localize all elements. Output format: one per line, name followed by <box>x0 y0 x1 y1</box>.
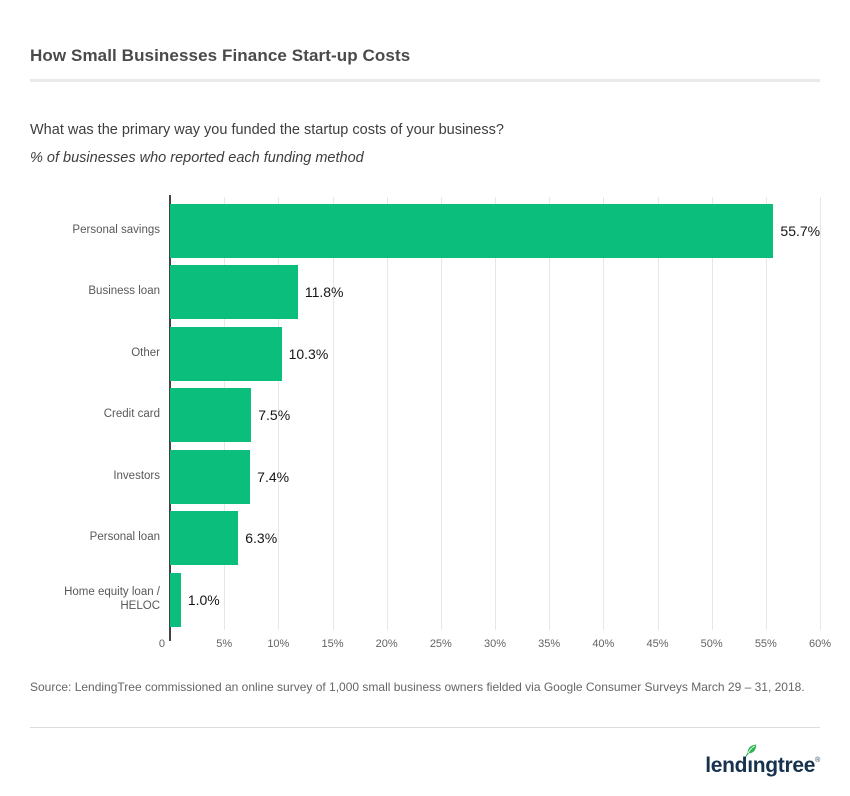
leaf-icon <box>745 744 757 757</box>
value-label: 55.7% <box>780 222 821 239</box>
bar-row: Personal loan 6.3% <box>30 508 820 570</box>
bar-chart: Personal savings 55.7% Business loan 11.… <box>30 195 831 654</box>
category-label: Home equity loan / HELOC <box>64 585 160 612</box>
bar <box>170 511 239 566</box>
bar-row: Business loan 11.8% <box>30 262 820 324</box>
page-title: How Small Businesses Finance Start-up Co… <box>30 46 411 65</box>
gridline <box>711 197 713 630</box>
lendingtree-logo: lend ıngtree® <box>705 743 820 778</box>
x-tick-label: 10% <box>267 638 290 650</box>
bar-row: Investors 7.4% <box>30 446 820 508</box>
bar-row: Home equity loan / HELOC 1.0% <box>30 569 820 631</box>
bar-row: Other 10.3% <box>30 323 820 385</box>
gridline <box>549 197 551 630</box>
bar-track: 1.0% <box>170 572 820 627</box>
value-label: 7.4% <box>257 468 290 485</box>
bar <box>170 326 282 381</box>
x-tick-label: 30% <box>483 638 507 650</box>
logo-letter-i: ı <box>745 744 757 778</box>
category-label: Credit card <box>103 408 160 421</box>
footer: lend ıngtree® <box>30 743 820 778</box>
value-label: 10.3% <box>288 345 329 362</box>
gridline <box>820 197 821 630</box>
bar-track: 7.4% <box>170 449 820 504</box>
x-tick-label: 25% <box>429 638 452 650</box>
bar-row: Personal savings 55.7% <box>30 200 820 262</box>
gridline <box>765 197 767 630</box>
bar <box>170 449 251 504</box>
x-tick-label: 55% <box>754 638 777 650</box>
logo-text-pre: lend <box>705 754 748 777</box>
bar <box>170 572 181 627</box>
gridlines <box>170 197 821 630</box>
gridline <box>440 197 442 630</box>
category-label: Business loan <box>88 285 160 298</box>
category-label: Personal savings <box>72 223 160 236</box>
bar-track: 55.7% <box>170 203 821 258</box>
bar <box>170 203 774 258</box>
x-tick-label: 40% <box>592 638 615 650</box>
x-tick-label: 0 <box>158 638 165 650</box>
logo-trademark: ® <box>815 757 820 764</box>
bar-track: 6.3% <box>170 511 820 566</box>
x-tick-label: 35% <box>538 638 561 650</box>
x-tick-label: 15% <box>321 638 344 650</box>
bar-track: 7.5% <box>170 388 820 443</box>
value-label: 1.0% <box>187 591 220 608</box>
bar-track: 11.8% <box>170 265 820 320</box>
chart-question: What was the primary way you funded the … <box>30 122 504 138</box>
value-label: 11.8% <box>304 284 344 301</box>
category-label: Investors <box>113 469 160 482</box>
value-label: 6.3% <box>245 530 278 547</box>
logo-text-post: ngtree <box>752 754 816 777</box>
gridline <box>495 197 496 630</box>
gridline <box>386 197 388 630</box>
x-tick-label: 60% <box>808 638 832 650</box>
bar <box>170 388 252 443</box>
category-label: Other <box>131 346 160 359</box>
chart-subtitle: % of businesses who reported each fundin… <box>30 150 364 166</box>
gridline <box>657 197 659 630</box>
bar-track: 10.3% <box>170 326 820 381</box>
bar <box>170 265 298 320</box>
source-note: Source: LendingTree commissioned an onli… <box>30 680 805 694</box>
title-divider <box>30 79 820 82</box>
gridline <box>332 197 334 630</box>
category-label: Personal loan <box>89 531 160 544</box>
bar-rows: Personal savings 55.7% Business loan 11.… <box>30 200 820 631</box>
value-label: 7.5% <box>258 407 291 424</box>
x-tick-label: 5% <box>216 638 233 650</box>
gridline <box>278 197 280 630</box>
x-axis-ticks: 0 5% 10% 15% 20% 25% 30% 35% 40% 45% 50% 55% 60% <box>159 638 831 654</box>
gridline <box>603 197 605 630</box>
x-tick-label: 20% <box>375 638 398 650</box>
footer-divider <box>30 727 820 728</box>
logo-text-i: ı <box>747 754 753 777</box>
x-tick-label: 50% <box>700 638 723 650</box>
x-tick-label: 45% <box>646 638 669 650</box>
bar-row: Credit card 7.5% <box>30 385 820 447</box>
